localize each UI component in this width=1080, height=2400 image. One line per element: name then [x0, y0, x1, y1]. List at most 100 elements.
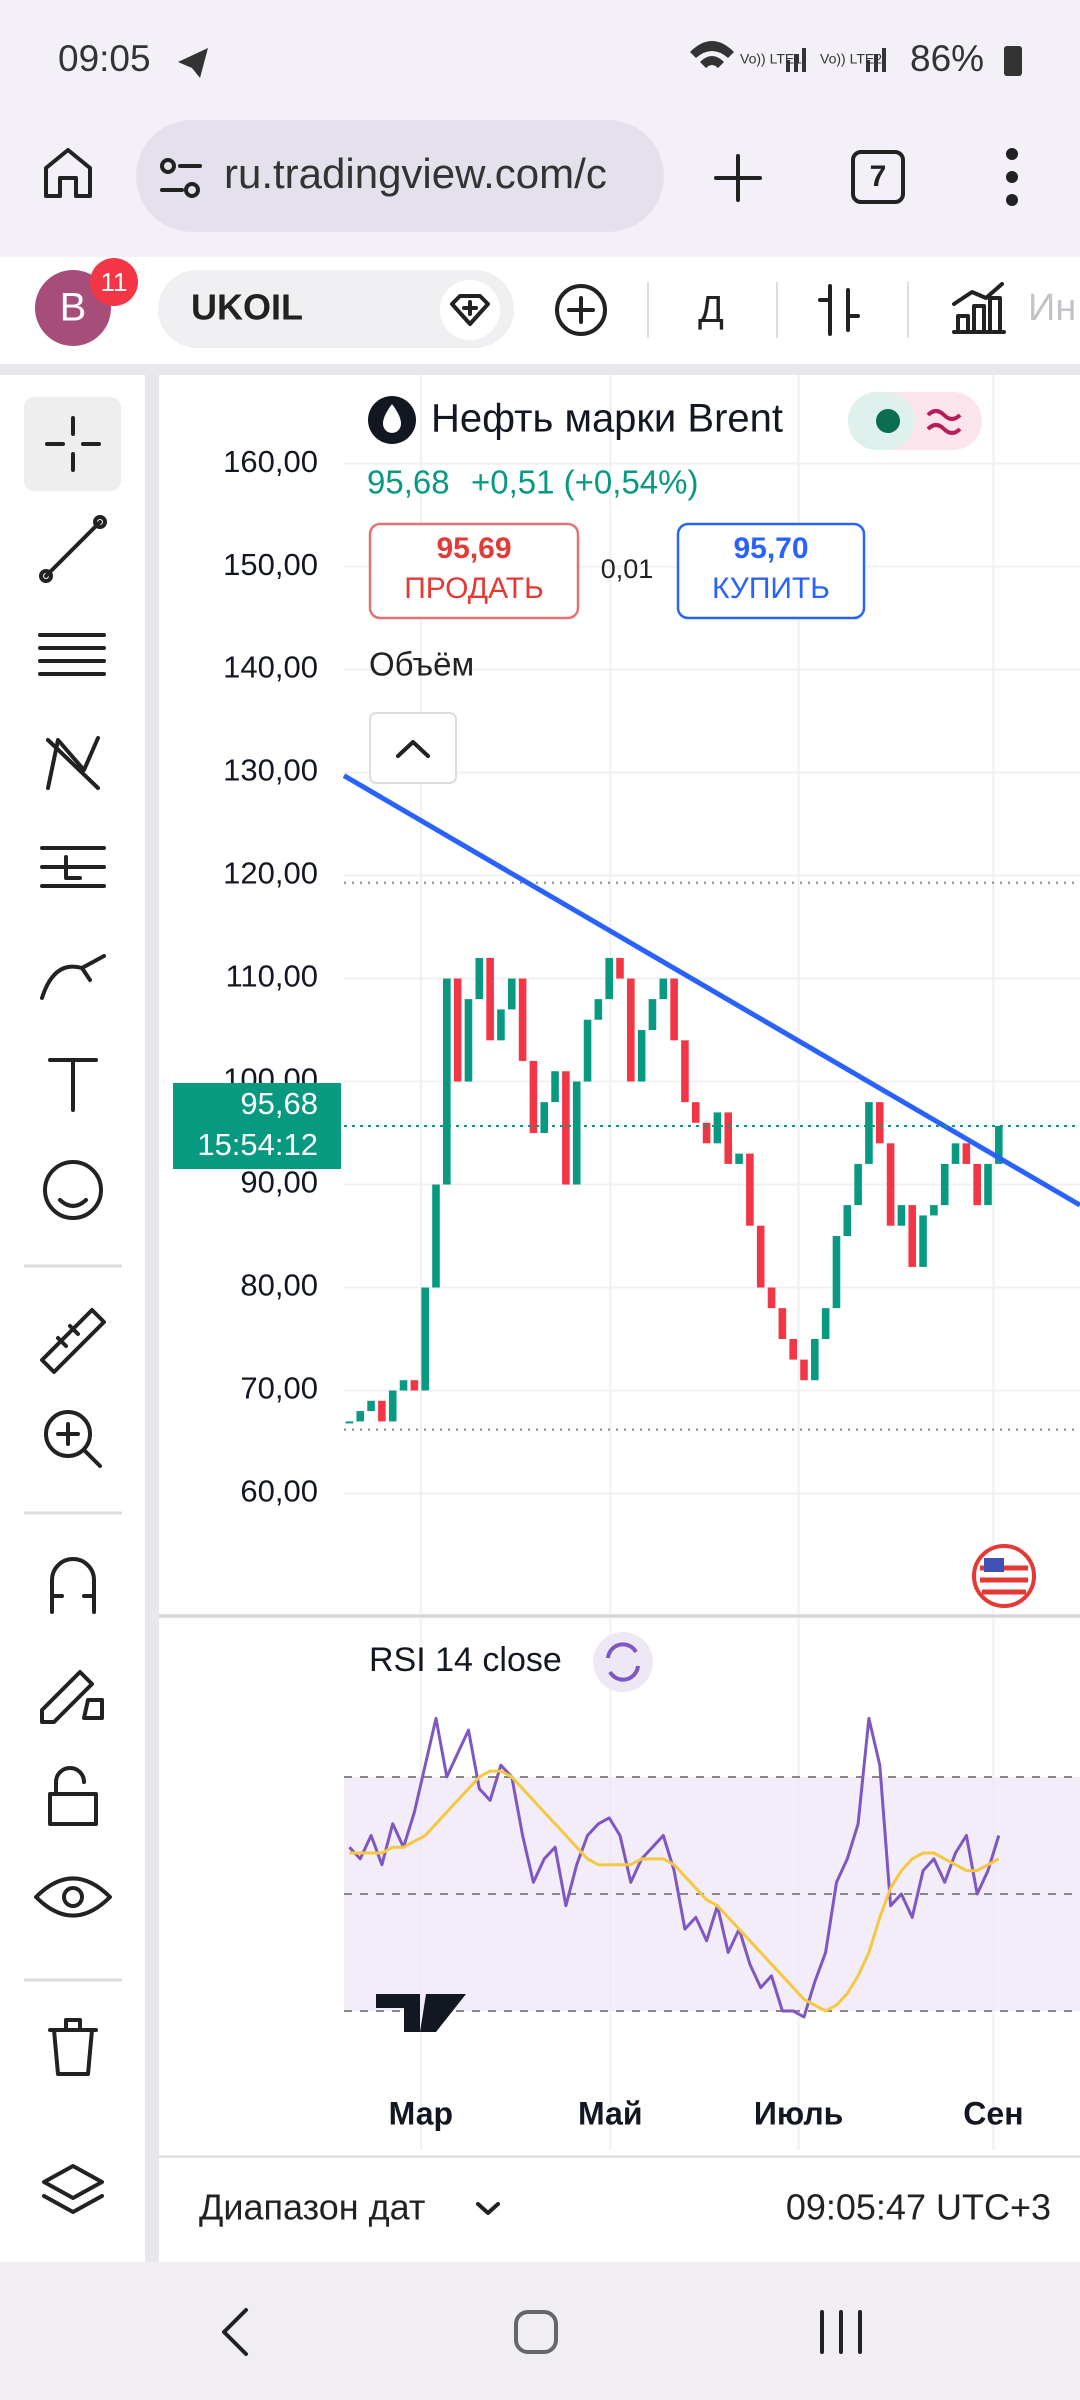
ruler-tool[interactable]: [40, 1308, 106, 1374]
visibility-tool[interactable]: [34, 1876, 112, 1918]
candle: [605, 957, 613, 1000]
fib-tool[interactable]: [38, 633, 106, 676]
candle: [865, 1102, 873, 1164]
candle: [345, 1421, 354, 1424]
candle: [832, 1236, 841, 1309]
notification-badge[interactable]: [90, 258, 138, 306]
buy-label[interactable]: КУПИТЬ: [712, 572, 830, 605]
url-text[interactable]: ru.tradingview.com/c: [224, 150, 607, 197]
sell-price[interactable]: 95,69: [436, 532, 511, 565]
candle: [497, 1009, 505, 1041]
buy-price[interactable]: 95,70: [733, 532, 808, 565]
sell-label[interactable]: ПРОДАТЬ: [404, 572, 544, 605]
candle: [746, 1153, 754, 1226]
x-tick-label: Сен: [963, 2095, 1023, 2131]
chart-type-button[interactable]: [818, 284, 860, 336]
tool-handle: [93, 515, 107, 529]
candle: [453, 978, 462, 1082]
rsi-line: [349, 1769, 1000, 2013]
candle: [800, 1359, 808, 1381]
svg-text:Vo)) LTE2: Vo)) LTE2: [820, 51, 882, 67]
text-tool[interactable]: [48, 1058, 98, 1112]
candle: [962, 1143, 971, 1164]
candle: [951, 1143, 960, 1164]
tab-count[interactable]: 7: [870, 160, 887, 193]
zoom-tool[interactable]: [44, 1410, 92, 1458]
delete-tool[interactable]: [48, 2018, 98, 2076]
candle: [735, 1153, 743, 1164]
sell-button[interactable]: [368, 522, 580, 620]
drop-icon: [383, 404, 401, 433]
nav-home[interactable]: [514, 2310, 558, 2354]
candle: [875, 1102, 884, 1144]
refresh-icon: [606, 1642, 640, 1682]
nav-back[interactable]: [222, 2308, 248, 2356]
lock-drawings[interactable]: [40, 1670, 104, 1724]
buy-button[interactable]: [676, 522, 866, 620]
y-tick-label: 150,00: [223, 547, 318, 582]
clock: 09:05:47 UTC+3: [786, 2187, 1051, 2228]
nav-recents[interactable]: [820, 2310, 862, 2354]
badge-count[interactable]: 11: [101, 267, 128, 297]
candle: [388, 1390, 397, 1422]
brush-tool[interactable]: [40, 954, 106, 1000]
rsi-chart: [344, 1716, 1080, 2019]
avatar-letter[interactable]: B: [60, 286, 87, 330]
menu-button[interactable]: [1006, 148, 1018, 206]
pattern-tool[interactable]: [46, 736, 100, 790]
emoji-smile: [58, 1198, 88, 1208]
site-settings-icon[interactable]: [160, 158, 202, 198]
candle: [507, 978, 516, 1010]
tool-selected[interactable]: [24, 397, 121, 491]
url-bar[interactable]: [136, 120, 664, 232]
candle: [724, 1112, 733, 1164]
symbol-badge-icon: [450, 294, 490, 326]
date-range-caret[interactable]: [476, 2202, 500, 2215]
rsi-line: [348, 1716, 1001, 2019]
status-time: 09:05: [58, 38, 151, 79]
candle: [648, 999, 657, 1031]
unlock-tool[interactable]: [48, 1766, 98, 1826]
trend-line: [342, 773, 1080, 1208]
candle: [789, 1339, 797, 1360]
eye-pupil: [62, 1886, 84, 1908]
indicators-icon[interactable]: [952, 282, 1006, 334]
home-button[interactable]: [44, 148, 92, 198]
region-flag[interactable]: [972, 1544, 1036, 1608]
candle: [421, 1287, 429, 1391]
svg-text:Vo)) LTE1: Vo)) LTE1: [740, 51, 802, 67]
tool-dividers: [24, 1264, 122, 1982]
trend-line-tool[interactable]: [44, 520, 102, 578]
symbol-search[interactable]: [158, 270, 514, 348]
collapse-button[interactable]: [369, 712, 457, 784]
status-dot: [876, 409, 900, 433]
candle: [908, 1205, 917, 1267]
candle: [843, 1205, 852, 1237]
compare-button[interactable]: [555, 284, 607, 336]
date-range[interactable]: Диапазон дат: [199, 2187, 425, 2228]
telegram-icon: [178, 48, 208, 78]
crosshair-tool[interactable]: [45, 416, 101, 472]
magnet-tool[interactable]: [50, 1557, 96, 1614]
rsi-title: RSI 14 close: [369, 1641, 562, 1679]
interval[interactable]: Д: [698, 289, 724, 331]
y-tick-label: 60,00: [240, 1474, 318, 1509]
tabs-button[interactable]: [851, 150, 905, 204]
candle: [767, 1287, 776, 1309]
candle: [713, 1112, 722, 1144]
candle: [681, 1040, 689, 1103]
rsi-refresh[interactable]: [593, 1632, 653, 1692]
last-price: 95,68: [367, 464, 450, 501]
last-price-box: [173, 1083, 341, 1170]
nav-bar: [0, 2262, 1080, 2400]
indicators-label[interactable]: Ин: [1028, 287, 1076, 329]
candle: [984, 1163, 992, 1206]
emoji-tool[interactable]: [43, 1160, 103, 1220]
candle: [583, 1019, 592, 1082]
candle: [475, 957, 484, 1000]
projection-tool[interactable]: [40, 846, 106, 888]
new-tab-button[interactable]: [714, 154, 762, 202]
layers-tool[interactable]: [42, 2164, 104, 2214]
symbol[interactable]: UKOIL: [191, 287, 303, 328]
candle: [995, 1126, 1003, 1164]
